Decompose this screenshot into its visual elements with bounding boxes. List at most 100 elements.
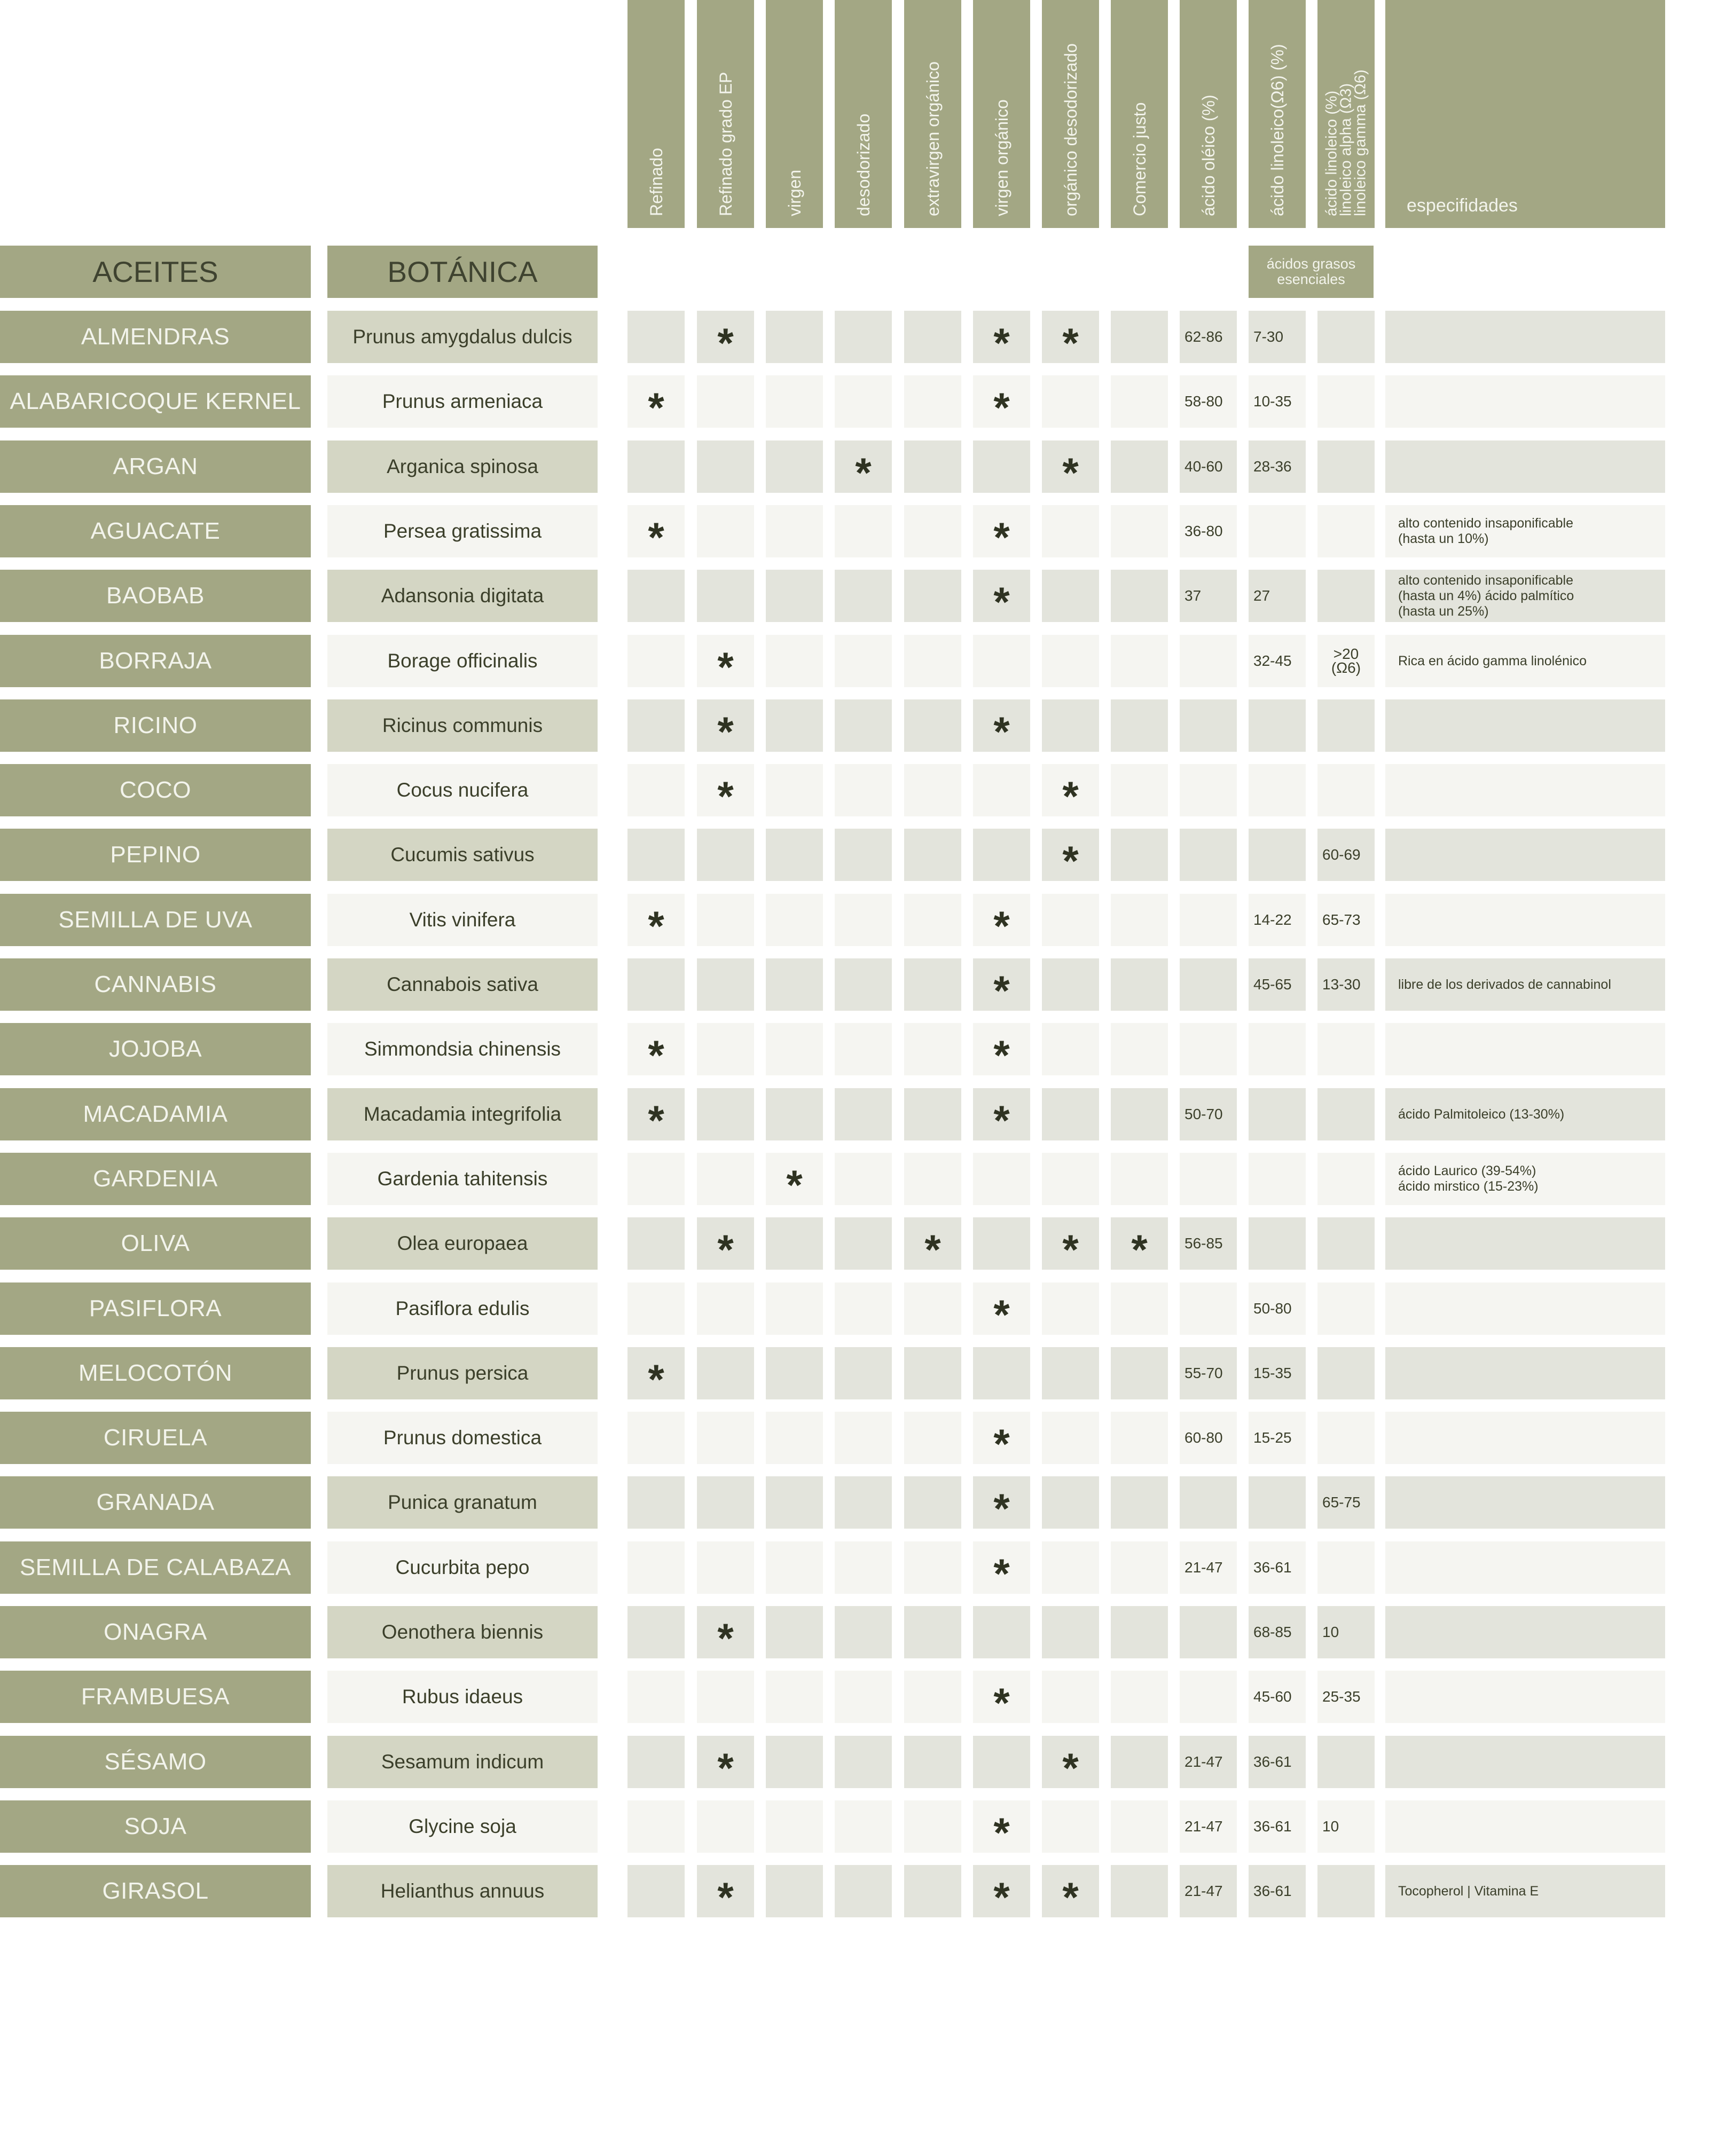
- mark-cell: [627, 311, 685, 363]
- mark-cell: [835, 1865, 892, 1917]
- value-linoleic3: [1317, 1865, 1375, 1917]
- mark-cell: [973, 1153, 1030, 1205]
- asterisk-mark: *: [648, 383, 664, 431]
- mark-cell: [697, 894, 754, 946]
- mark-cell: [1111, 764, 1168, 816]
- value-linoleic3: [1317, 570, 1375, 622]
- mark-cell: *: [1042, 1217, 1099, 1273]
- mark-cell: [766, 1023, 823, 1075]
- botanical-name: Ricinus communis: [327, 699, 598, 752]
- value-linoleic3: [1317, 1217, 1375, 1270]
- mark-cell: [627, 829, 685, 881]
- mark-cell: [697, 1800, 754, 1853]
- botanical-name: Punica granatum: [327, 1476, 598, 1529]
- mark-cell: [697, 1088, 754, 1140]
- botanical-name: Persea gratissima: [327, 505, 598, 557]
- asterisk-mark: *: [993, 1096, 1010, 1144]
- mark-cell: [697, 1347, 754, 1399]
- mark-cell: [697, 958, 754, 1011]
- mark-cell: [766, 375, 823, 428]
- botanica-title: BOTÁNICA: [327, 246, 598, 298]
- value-linoleic3: [1317, 1023, 1375, 1075]
- mark-cell: [1111, 375, 1168, 428]
- specs-line: alto contenido insaponificable: [1398, 516, 1574, 531]
- mark-cell: [835, 1606, 892, 1658]
- mark-cell: *: [973, 311, 1030, 366]
- asterisk-mark: *: [786, 1161, 803, 1208]
- mark-cell: [1042, 1606, 1099, 1658]
- mark-cell: [627, 1800, 685, 1853]
- mark-cell: [835, 1088, 892, 1140]
- value-linoleic: 50-80: [1249, 1282, 1306, 1335]
- mark-cell: [835, 699, 892, 752]
- mark-cell: *: [697, 1606, 754, 1662]
- mark-cell: [904, 1541, 961, 1594]
- oil-name: SEMILLA DE CALABAZA: [0, 1541, 311, 1594]
- mark-cell: [904, 1347, 961, 1399]
- mark-cell: [766, 1865, 823, 1917]
- column-header: desodorizado: [835, 0, 892, 228]
- value-linoleic: 32-45: [1249, 635, 1306, 687]
- mark-cell: [1111, 1282, 1168, 1335]
- mark-cell: *: [973, 1088, 1030, 1144]
- value-linoleic: 68-85: [1249, 1606, 1306, 1658]
- mark-cell: [766, 1412, 823, 1464]
- specs-cell: ácido Laurico (39-54%) ácido mirstico (15…: [1385, 1153, 1665, 1205]
- mark-cell: *: [697, 635, 754, 690]
- mark-cell: [697, 1671, 754, 1723]
- mark-cell: *: [627, 505, 685, 561]
- mark-cell: [697, 1023, 754, 1075]
- column-header-linoleic-multi: ácido linoleico (%) linoleico alpha (Ω3) l…: [1317, 0, 1375, 228]
- asterisk-mark: *: [993, 1679, 1010, 1726]
- oil-name: CANNABIS: [0, 958, 311, 1011]
- mark-cell: [697, 1476, 754, 1529]
- column-header: Refinado: [627, 0, 685, 228]
- value-linoleic3: 65-73: [1317, 894, 1375, 946]
- oil-name: BAOBAB: [0, 570, 311, 622]
- mark-cell: [1042, 894, 1099, 946]
- mark-cell: [904, 440, 961, 493]
- specs-line: Tocopherol | Vitamina E: [1398, 1883, 1539, 1899]
- oil-name: BORRAJA: [0, 635, 311, 687]
- oil-name: FRAMBUESA: [0, 1671, 311, 1723]
- mark-cell: [766, 1217, 823, 1270]
- mark-cell: [1042, 1541, 1099, 1594]
- asterisk-mark: *: [648, 513, 664, 561]
- mark-cell: *: [1042, 764, 1099, 820]
- value-linoleic: [1249, 764, 1306, 816]
- mark-cell: [1042, 1023, 1099, 1075]
- column-header-label: extravirgen orgánico: [923, 61, 943, 216]
- mark-cell: [766, 764, 823, 816]
- botanical-name: Cucumis sativus: [327, 829, 598, 881]
- mark-cell: [766, 635, 823, 687]
- mark-cell: [835, 375, 892, 428]
- value-linoleic: [1249, 829, 1306, 881]
- mark-cell: [1042, 699, 1099, 752]
- specs-cell: [1385, 375, 1665, 428]
- mark-cell: [1111, 1800, 1168, 1853]
- oil-name: PEPINO: [0, 829, 311, 881]
- botanical-name: Prunus armeniaca: [327, 375, 598, 428]
- oil-name: GRANADA: [0, 1476, 311, 1529]
- mark-cell: [835, 829, 892, 881]
- mark-cell: [627, 570, 685, 622]
- mark-cell: *: [1111, 1217, 1168, 1273]
- asterisk-mark: *: [993, 513, 1010, 561]
- mark-cell: [1111, 699, 1168, 752]
- column-header-line: linoleico alpha (Ω3): [1337, 83, 1354, 216]
- specs-cell: libre de los derivados de cannabinol: [1385, 958, 1665, 1011]
- mark-cell: [627, 1217, 685, 1270]
- mark-cell: [835, 570, 892, 622]
- value-linoleic: [1249, 1476, 1306, 1529]
- value-linoleic: [1249, 699, 1306, 752]
- oil-name: JOJOBA: [0, 1023, 311, 1075]
- mark-cell: [1111, 1088, 1168, 1140]
- asterisk-mark: *: [993, 1484, 1010, 1532]
- mark-cell: [766, 505, 823, 557]
- value-linoleic3: 65-75: [1317, 1476, 1375, 1529]
- column-header-specs: especifidades: [1385, 0, 1665, 228]
- mark-cell: [1111, 1412, 1168, 1464]
- oil-name: GIRASOL: [0, 1865, 311, 1917]
- asterisk-mark: *: [717, 707, 734, 755]
- specs-line: ácido Laurico (39-54%): [1398, 1163, 1536, 1178]
